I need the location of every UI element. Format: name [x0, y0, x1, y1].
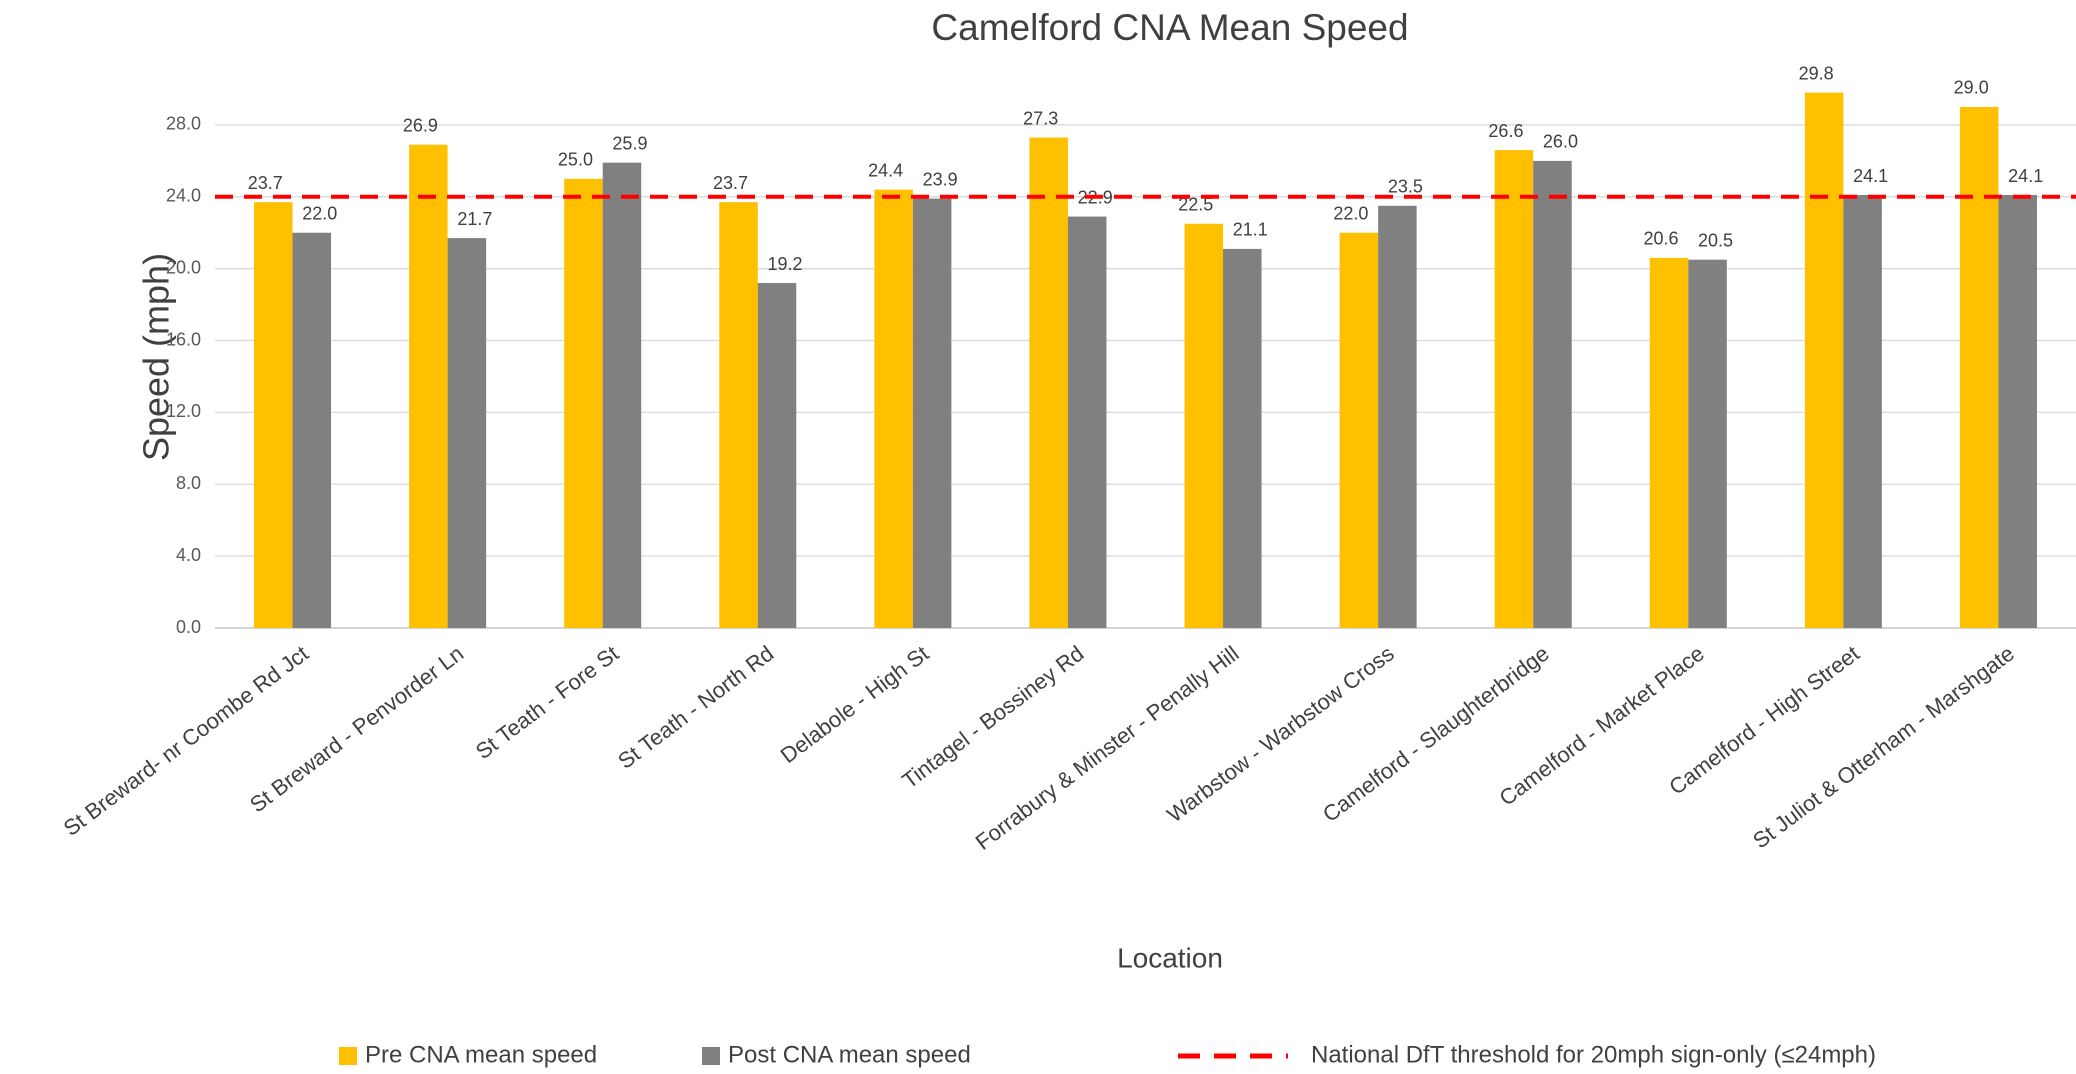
x-tick-label: St Juliot & Otterham - Marshgate [1748, 641, 2019, 854]
bar [912, 198, 952, 628]
bar [1029, 137, 1068, 628]
y-tick-label: 0.0 [176, 617, 201, 637]
x-tick-label: Forrabury & Minster - Penally Hill [971, 641, 1244, 855]
bar [1804, 92, 1844, 629]
bar [447, 238, 487, 628]
data-label: 19.2 [768, 254, 803, 274]
bar [1649, 257, 1689, 628]
bar [1339, 232, 1379, 628]
chart-title: Camelford CNA Mean Speed [931, 7, 1408, 48]
bar [1533, 160, 1572, 628]
bar [254, 202, 293, 628]
x-tick-label: St Teath - Fore St [471, 641, 623, 764]
bar [1184, 223, 1224, 628]
bar [719, 202, 758, 628]
y-tick-label: 12.0 [166, 401, 201, 421]
data-label: 20.6 [1644, 229, 1679, 249]
x-tick-label: St Breward- nr Coombe Rd Jct [59, 641, 313, 841]
bar [1067, 216, 1107, 628]
data-label: 22.0 [302, 203, 337, 223]
data-label: 21.1 [1233, 220, 1268, 240]
y-tick-label: 16.0 [166, 329, 201, 349]
data-label: 20.5 [1698, 230, 1733, 250]
data-label: 22.0 [1333, 203, 1368, 223]
bar [564, 178, 603, 629]
legend-swatch [702, 1047, 720, 1065]
bar [1843, 195, 1882, 628]
y-tick-label: 8.0 [176, 473, 201, 493]
data-label: 24.1 [2008, 166, 2043, 186]
data-label: 23.9 [923, 169, 958, 189]
data-label: 23.7 [248, 173, 283, 193]
bar [1688, 259, 1727, 628]
data-label: 25.0 [558, 150, 593, 170]
legend-label: Pre CNA mean speed [365, 1041, 597, 1068]
x-tick-label: St Teath - North Rd [613, 641, 778, 774]
data-label: 21.7 [457, 209, 492, 229]
bar [292, 232, 332, 628]
x-axis-title: Location [1117, 942, 1223, 973]
bar [602, 162, 642, 628]
data-label: 27.3 [1023, 108, 1058, 128]
y-tick-label: 20.0 [166, 257, 201, 277]
bar [1998, 195, 2037, 628]
data-label: 23.7 [713, 173, 748, 193]
bar [874, 189, 913, 628]
data-label: 25.9 [612, 133, 647, 153]
y-tick-label: 4.0 [176, 545, 201, 565]
data-label: 29.8 [1799, 63, 1834, 83]
bar [1378, 205, 1417, 629]
data-label: 26.9 [403, 115, 438, 135]
bar [1223, 248, 1262, 629]
bar [409, 144, 448, 629]
bar [1494, 150, 1534, 628]
x-tick-label: Delabole - High St [776, 641, 934, 768]
data-label: 29.0 [1954, 78, 1989, 98]
y-axis-title: Speed (mph) [136, 253, 177, 461]
legend-label: Post CNA mean speed [728, 1041, 971, 1068]
data-label: 26.0 [1543, 132, 1578, 152]
data-label: 24.1 [1853, 166, 1888, 186]
legend-label: National DfT threshold for 20mph sign-on… [1311, 1041, 1876, 1068]
data-label: 23.5 [1388, 177, 1423, 197]
legend-swatch [339, 1047, 357, 1065]
bar [757, 283, 797, 628]
y-tick-label: 28.0 [166, 114, 201, 134]
data-label: 22.5 [1178, 195, 1213, 215]
bar [1959, 106, 1999, 628]
data-label: 26.6 [1488, 121, 1523, 141]
data-label: 24.4 [868, 160, 903, 180]
y-tick-label: 24.0 [166, 186, 201, 206]
